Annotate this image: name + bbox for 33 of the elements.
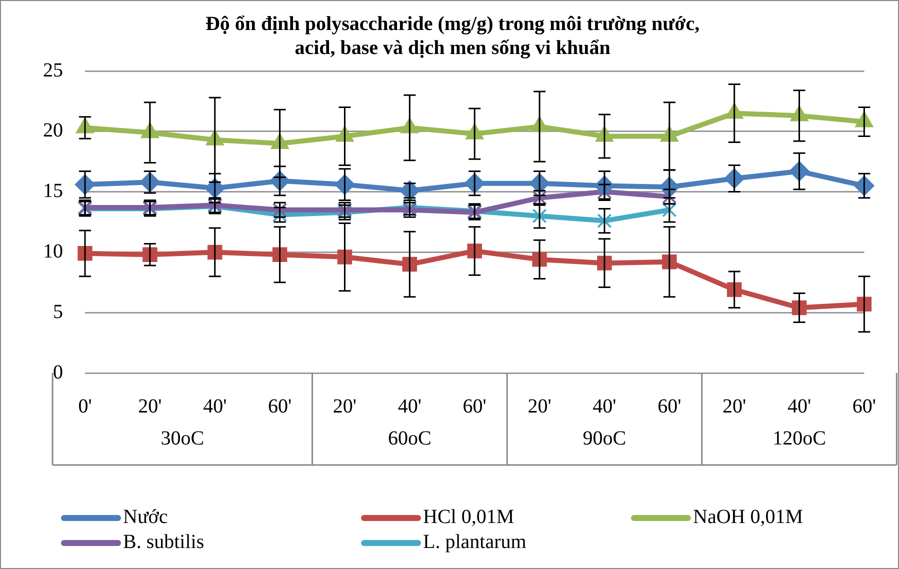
x-tick-label: 40' (398, 395, 422, 418)
x-tick-label: 20' (722, 395, 746, 418)
x-tick-label: 20' (332, 395, 357, 418)
x-tick-label: 20' (528, 395, 552, 418)
text: 120oC (772, 427, 826, 450)
legend-label: Nước (123, 506, 168, 529)
point (532, 208, 547, 224)
text: 30oC (160, 427, 204, 450)
y-tick-label: 15 (43, 180, 63, 202)
x-tick-label: 0' (78, 395, 92, 418)
x-tick-label: 60' (852, 395, 876, 418)
chart-title: Độ ổn định polysaccharide (mg/g) trong môi trường nước, acid, base và dịch men sống vi khuẩn (205, 13, 700, 60)
point (597, 213, 612, 228)
x-tick-label: 40' (787, 395, 812, 418)
x-tick-label: 40' (203, 395, 227, 418)
x-tick-label: 60' (268, 395, 292, 418)
x-tick-label: 20' (138, 395, 162, 418)
point (662, 202, 677, 218)
y-tick-label: 10 (43, 240, 63, 262)
y-tick-label: 0 (53, 361, 63, 384)
text: 60oC (388, 427, 432, 450)
legend-label: L. plantarum (423, 531, 526, 554)
x-tick-label: 40' (592, 395, 616, 418)
x-tick-label: 60' (658, 395, 682, 418)
y-tick-label: 25 (43, 59, 63, 82)
legend-label: B. subtilis (123, 531, 204, 554)
legend-label: HCl 0,01M (423, 506, 514, 529)
point (400, 180, 420, 201)
y-tick-label: 20 (43, 120, 63, 142)
x-tick-label: 60' (462, 395, 486, 418)
text: 90oC (582, 427, 626, 450)
y-tick-label: 5 (53, 300, 63, 323)
legend-label: NaOH 0,01M (693, 506, 803, 529)
